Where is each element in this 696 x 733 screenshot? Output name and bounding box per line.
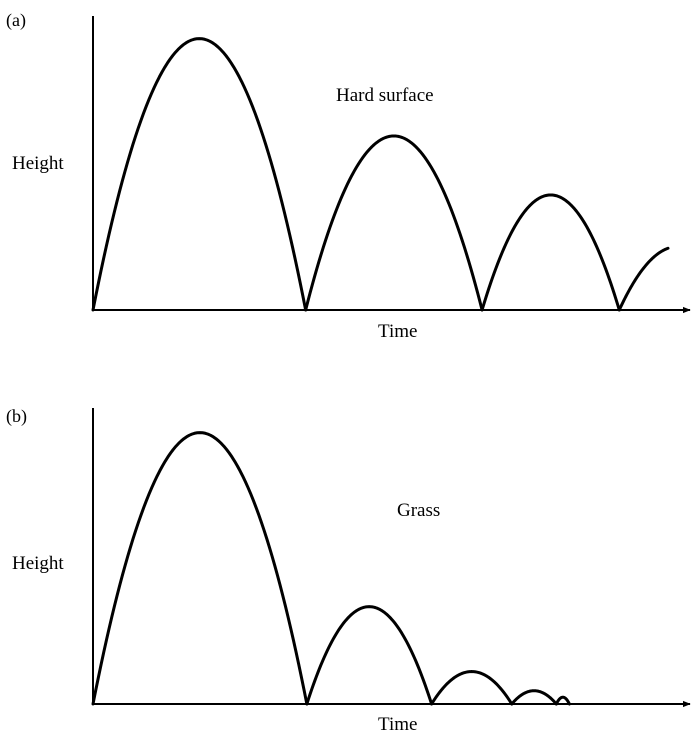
panel-a-y-axis-label: Height (12, 153, 64, 174)
panel-a: (a) Height Time Hard surface (6, 10, 691, 342)
panel-a-bounce-arc-3 (480, 193, 621, 312)
panel-a-x-axis-label: Time (378, 321, 417, 342)
panel-a-annotation: Hard surface (336, 85, 434, 106)
panel-b-y-axis-label: Height (12, 553, 64, 574)
panel-b-annotation: Grass (397, 500, 440, 521)
panel-a-bounce-arc-4 (617, 246, 670, 312)
panel-a-label: (a) (6, 10, 26, 31)
panel-b-x-axis-label: Time (378, 714, 417, 733)
panel-b-bounce-arc-2 (305, 605, 434, 706)
panel-b-label: (b) (6, 406, 27, 427)
panel-b-bounce-arc-4 (510, 689, 558, 706)
panel-b-bounce-arc-1 (91, 431, 309, 706)
panel-a-bounce-arc-1 (91, 37, 308, 312)
panel-b-bounce-arc-3 (430, 670, 514, 706)
panel-a-bounce-series (91, 37, 670, 312)
panel-b: (b) Height Time Grass (6, 406, 691, 733)
panel-a-bounce-arc-2 (304, 134, 484, 312)
panel-b-bounce-arc-5 (554, 695, 571, 706)
panel-b-bounce-series (91, 431, 571, 706)
